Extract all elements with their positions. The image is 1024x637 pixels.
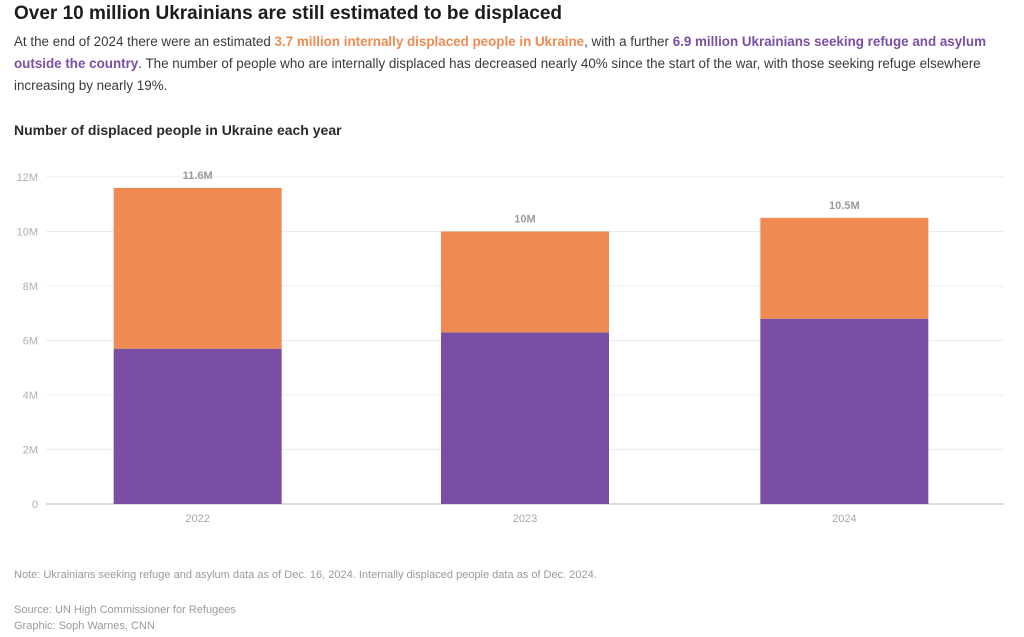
graphic-credit: Graphic: Soph Warnes, CNN <box>14 620 155 632</box>
bar-segment-internally-displaced <box>113 187 282 349</box>
dek-text-2: , with a further <box>584 34 673 49</box>
chart-credits: Source: UN High Commissioner for Refugee… <box>14 602 236 634</box>
bar-total-label: 10M <box>514 214 535 226</box>
source-line: Source: UN High Commissioner for Refugee… <box>14 604 236 616</box>
y-tick-label: 0 <box>32 499 38 511</box>
bar-segment-refugees <box>441 332 609 504</box>
chart-title: Number of displaced people in Ukraine ea… <box>14 122 342 138</box>
bar-total-labels: 11.6M 10M 10.5M <box>183 170 860 226</box>
bar-total-label: 10.5M <box>829 200 860 212</box>
y-tick-label: 8M <box>23 281 38 293</box>
y-axis-ticks: 0 2M 4M 6M 8M 10M 12M <box>17 172 38 511</box>
headline: Over 10 million Ukrainians are still est… <box>14 3 563 24</box>
bar-segment-refugees <box>760 318 929 504</box>
chart-note: Note: Ukrainians seeking refuge and asyl… <box>14 569 597 581</box>
bar-segment-refugees <box>113 348 282 504</box>
x-tick-label: 2023 <box>513 513 537 525</box>
y-tick-label: 6M <box>23 336 38 348</box>
dek-highlight-refugees: 6.9 million Ukrainians seeking refuge an… <box>14 34 986 71</box>
x-tick-label: 2022 <box>185 513 209 525</box>
y-tick-label: 2M <box>23 445 38 457</box>
bar-total-label: 11.6M <box>183 170 213 182</box>
dek-paragraph: At the end of 2024 there were an estimat… <box>14 31 1004 97</box>
y-tick-label: 10M <box>17 227 38 239</box>
dek-text-1: At the end of 2024 there were an estimat… <box>14 34 275 49</box>
dek-highlight-internally-displaced: 3.7 million internally displaced people … <box>274 34 585 49</box>
dek-text-3: . The number of people who are internall… <box>14 56 981 93</box>
x-tick-label: 2024 <box>832 513 856 525</box>
x-axis-ticks: 2022 2023 2024 <box>185 513 856 525</box>
bars <box>113 187 929 504</box>
bar-segment-internally-displaced <box>441 231 609 333</box>
y-tick-label: 12M <box>17 172 38 184</box>
bar-segment-internally-displaced <box>760 217 929 319</box>
y-tick-label: 4M <box>23 390 38 402</box>
